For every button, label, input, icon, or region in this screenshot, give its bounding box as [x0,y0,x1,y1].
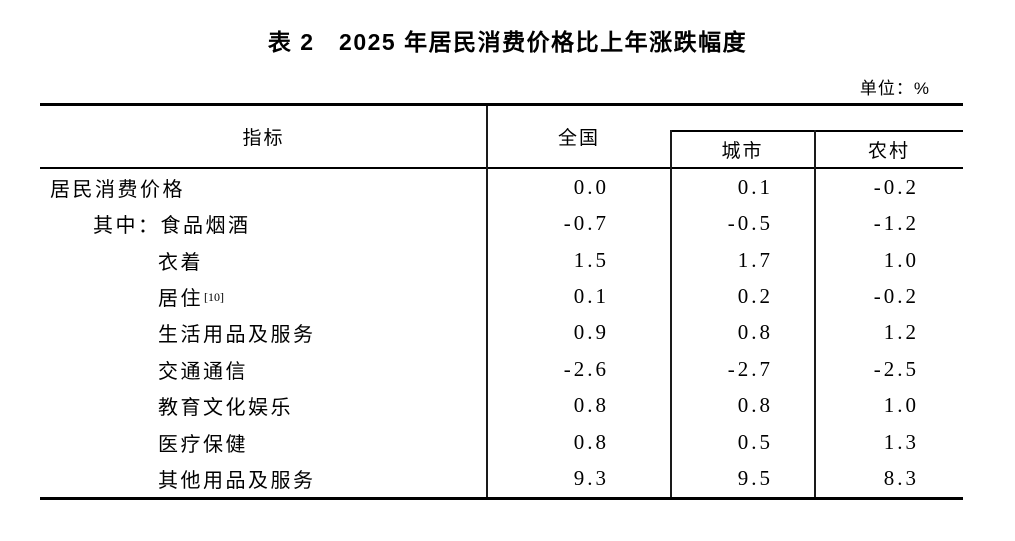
value-cell: 0.9 [487,315,671,351]
value-cell: 9.5 [671,461,815,497]
value-cell: 0.0 [487,169,671,205]
value-number: 0.8 [573,393,609,418]
row-label: 居民消费价格 [50,178,185,201]
table-header: 指标 全国 城市 农村 [40,106,963,169]
column-divider-2 [670,130,672,497]
row-label: 医疗保健 [158,433,248,456]
value-number: 0.8 [737,320,773,345]
value-number: -1.2 [873,211,919,236]
table-row: 交通通信 -2.6 -2.7 -2.5 [40,351,963,387]
value-cell: 0.1 [487,278,671,314]
value-number: 0.2 [737,284,773,309]
value-number: -0.5 [727,211,773,236]
value-number: 0.5 [737,429,773,454]
table-title: 表 2 2025 年居民消费价格比上年涨跌幅度 [267,29,748,55]
row-label: 居住 [10] [158,288,224,311]
value-cell: -0.7 [487,205,671,241]
value-number: 1.2 [883,320,919,345]
value-cell: -0.5 [671,205,815,241]
value-cell: 8.3 [815,461,963,497]
value-cell: 0.8 [671,315,815,351]
value-cell: 0.8 [487,388,671,424]
column-divider-3 [814,130,816,497]
row-label: 交通通信 [158,360,248,383]
value-number: 0.0 [573,174,609,199]
value-cell: -0.2 [815,278,963,314]
value-number: -0.7 [563,211,609,236]
value-cell: 1.3 [815,424,963,460]
value-cell: 0.8 [487,424,671,460]
value-number: 1.5 [573,247,609,272]
value-number: 9.3 [573,466,609,491]
table-row: 居住 [10] 0.1 0.2 -0.2 [40,278,963,314]
value-cell: 1.2 [815,315,963,351]
value-cell: 1.7 [671,242,815,278]
value-number: -0.2 [873,284,919,309]
value-number: 0.8 [573,429,609,454]
value-number: -2.7 [727,356,773,381]
row-label: 其他用品及服务 [158,470,316,493]
unit-label: 单位：% [859,79,930,98]
subheader-top-rule [670,130,963,132]
value-number: 1.7 [737,247,773,272]
value-cell: 1.0 [815,388,963,424]
table-row: 生活用品及服务 0.9 0.8 1.2 [40,315,963,351]
table-row: 教育文化娱乐 0.8 0.8 1.0 [40,388,963,424]
row-label: 衣着 [158,251,203,274]
table-row: 其中：食品烟酒 -0.7 -0.5 -1.2 [40,205,963,241]
value-number: 8.3 [883,466,919,491]
value-cell: 9.3 [487,461,671,497]
value-number: 0.1 [737,174,773,199]
row-label: 其中：食品烟酒 [93,215,251,238]
row-label: 生活用品及服务 [158,324,316,347]
value-number: 1.0 [883,393,919,418]
value-number: 0.9 [573,320,609,345]
value-number: 1.0 [883,247,919,272]
value-number: 0.8 [737,393,773,418]
value-cell: -2.7 [671,351,815,387]
table-body: 居民消费价格 0.0 0.1 -0.2 其中：食品烟酒 -0.7 -0.5 -1.2 衣着 1.5… [40,169,963,497]
value-cell: -0.2 [815,169,963,205]
value-number: -0.2 [873,174,919,199]
value-number: 1.3 [883,429,919,454]
column-header-indicator: 指标 [242,128,285,149]
column-header-rural: 农村 [867,141,910,162]
value-cell: -1.2 [815,205,963,241]
column-header-national: 全国 [557,128,600,149]
value-cell: 0.5 [671,424,815,460]
table-row: 居民消费价格 0.0 0.1 -0.2 [40,169,963,205]
value-cell: 0.1 [671,169,815,205]
table-row: 医疗保健 0.8 0.5 1.3 [40,424,963,460]
column-header-urban: 城市 [721,141,764,162]
column-divider-1 [486,106,488,497]
value-cell: -2.5 [815,351,963,387]
value-cell: 0.8 [671,388,815,424]
value-number: 0.1 [573,284,609,309]
value-cell: 0.2 [671,278,815,314]
table-row: 衣着 1.5 1.7 1.0 [40,242,963,278]
cpi-table: 指标 全国 城市 农村 居民消费价格 0.0 0.1 -0.2 其中：食品烟酒 -0.7 -… [40,103,963,500]
value-cell: -2.6 [487,351,671,387]
table-row: 其他用品及服务 9.3 9.5 8.3 [40,461,963,497]
value-cell: 1.0 [815,242,963,278]
value-number: 9.5 [737,466,773,491]
value-number: -2.5 [873,356,919,381]
value-number: -2.6 [563,356,609,381]
value-cell: 1.5 [487,242,671,278]
row-label: 教育文化娱乐 [158,397,293,420]
